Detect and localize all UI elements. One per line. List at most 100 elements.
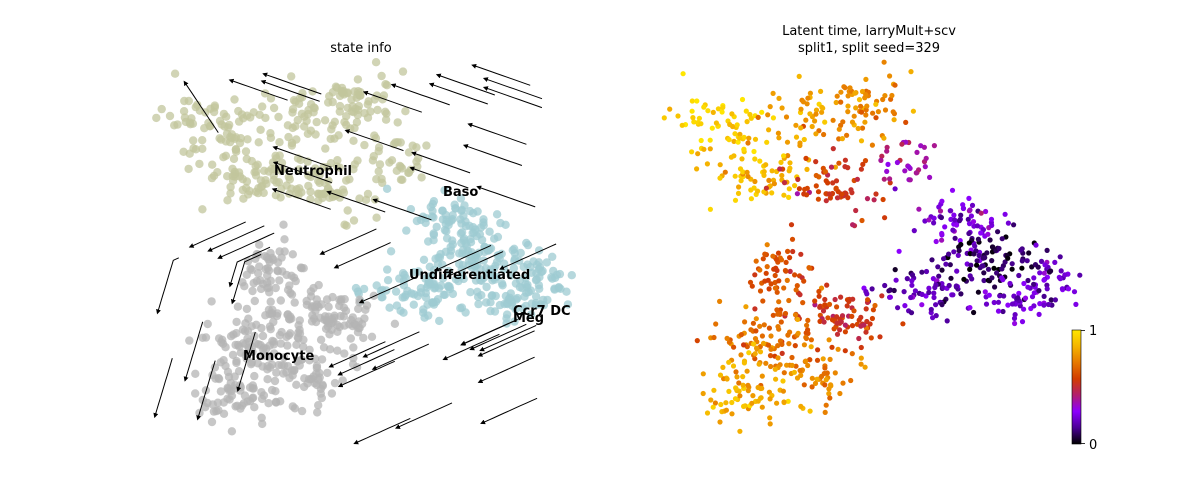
cell-point	[292, 380, 301, 389]
latent-time-point	[863, 92, 869, 98]
latent-time-point	[827, 395, 833, 401]
latent-time-point	[700, 390, 706, 397]
cell-point	[191, 102, 200, 112]
latent-time-point	[724, 335, 730, 341]
cell-point	[238, 325, 248, 334]
cell-point	[232, 317, 241, 327]
latent-time-point	[805, 317, 811, 323]
latent-time-point	[944, 318, 950, 324]
cell-point	[399, 308, 408, 317]
latent-time-point	[842, 157, 849, 163]
cell-point	[424, 237, 433, 246]
streamline	[272, 161, 332, 184]
latent-time-point	[773, 376, 779, 382]
latent-time-point	[939, 237, 945, 243]
cell-point	[234, 168, 244, 177]
cell-point	[374, 167, 383, 176]
latent-time-point	[956, 218, 963, 224]
cell-point	[198, 205, 207, 214]
latent-time-point	[739, 96, 746, 103]
latent-time-point	[804, 192, 810, 198]
latent-time-point	[787, 165, 793, 171]
cell-point	[335, 163, 344, 172]
cell-point	[188, 119, 198, 128]
cell-point	[563, 300, 573, 309]
latent-time-point	[772, 285, 779, 291]
streamline	[228, 78, 288, 101]
latent-time-point	[767, 396, 773, 402]
latent-time-point	[970, 219, 977, 225]
streamline	[217, 232, 275, 259]
latent-time-point	[995, 308, 1002, 314]
cell-point	[305, 345, 314, 354]
cell-point	[287, 72, 296, 81]
cell-point	[382, 184, 392, 193]
cell-point	[214, 334, 224, 343]
latent-time-point	[880, 196, 886, 203]
cell-point	[270, 376, 280, 386]
latent-time-point	[892, 82, 898, 88]
cell-point	[311, 354, 320, 363]
cell-point	[471, 253, 480, 263]
streamline	[153, 358, 173, 419]
latent-time-point	[807, 111, 813, 117]
latent-time-point	[858, 103, 864, 109]
latent-time-point	[735, 190, 742, 196]
latent-time-point	[879, 153, 885, 159]
cell-point	[288, 105, 298, 114]
latent-time-point	[694, 338, 700, 344]
cell-point	[349, 343, 358, 352]
latent-time-point	[781, 180, 788, 186]
cell-point	[246, 397, 255, 406]
cell-point	[271, 151, 280, 160]
latent-time-point	[1041, 270, 1047, 276]
latent-time-point	[795, 316, 801, 322]
latent-time-point	[704, 410, 711, 416]
latent-time-point	[864, 103, 870, 109]
cell-point	[254, 269, 263, 278]
cell-point	[207, 417, 217, 427]
cell-point	[462, 241, 471, 251]
cell-point	[360, 314, 369, 323]
cell-point	[497, 279, 507, 288]
latent-time-point	[926, 285, 932, 291]
latent-time-point	[776, 299, 782, 305]
cell-point	[257, 394, 267, 404]
cell-point	[284, 132, 293, 142]
streamline	[230, 253, 262, 305]
latent-time-point	[1031, 290, 1037, 296]
latent-time-point	[705, 108, 711, 114]
cell-point	[422, 141, 431, 150]
cell-point	[279, 361, 289, 370]
latent-time-point	[856, 317, 862, 323]
cell-point	[538, 266, 547, 276]
latent-time-point	[766, 177, 772, 183]
latent-time-point	[823, 402, 829, 408]
latent-time-point	[847, 85, 853, 91]
latent-time-point	[1026, 250, 1032, 256]
cell-point	[361, 305, 370, 314]
latent-time-point	[813, 131, 819, 137]
latent-time-point	[749, 283, 755, 289]
cell-point	[440, 186, 449, 195]
latent-time-point	[781, 399, 787, 405]
cell-point	[371, 58, 381, 67]
latent-time-point	[834, 93, 840, 99]
latent-time-point	[919, 269, 925, 275]
latent-time-point	[1038, 258, 1045, 264]
cell-point	[490, 234, 499, 243]
latent-time-point	[744, 169, 750, 175]
latent-time-point	[817, 304, 823, 310]
latent-time-point	[781, 285, 787, 291]
latent-time-point	[1048, 297, 1054, 303]
cell-point	[230, 95, 239, 104]
latent-time-point	[968, 262, 974, 268]
cell-point	[258, 419, 267, 429]
latent-time-point	[1057, 254, 1063, 260]
latent-time-point	[753, 258, 759, 264]
latent-time-point	[790, 248, 796, 255]
cell-point	[269, 317, 278, 327]
cell-point	[185, 149, 194, 158]
cell-point	[349, 136, 358, 145]
